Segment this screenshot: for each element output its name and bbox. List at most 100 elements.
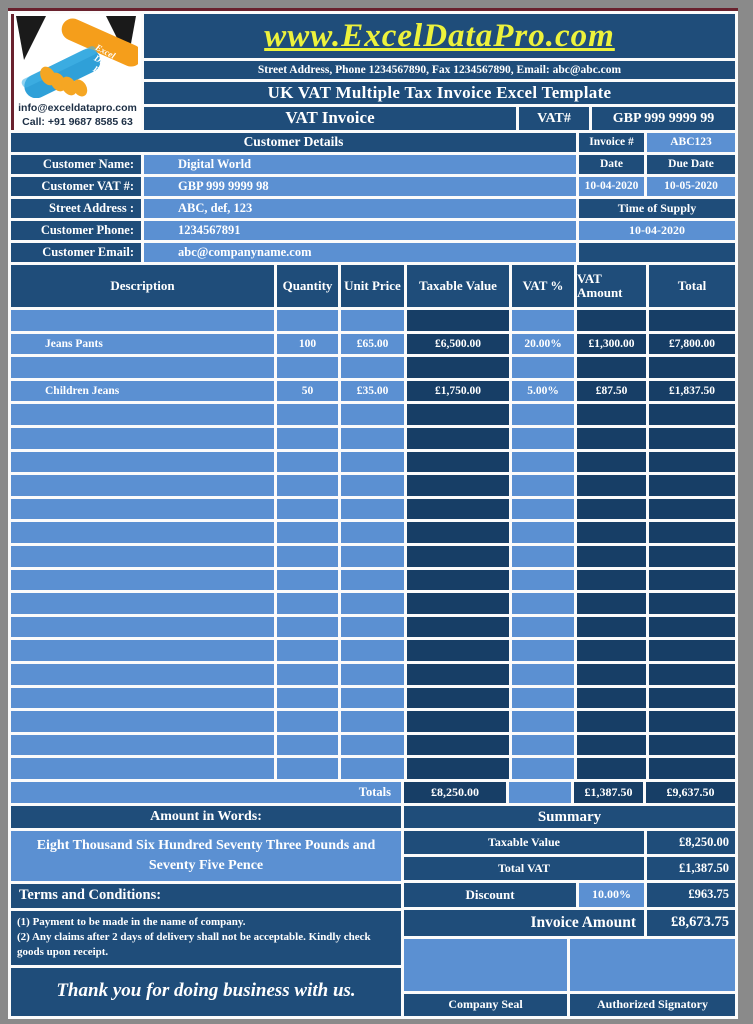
- cell-quantity[interactable]: [277, 687, 338, 709]
- cell-taxable-value[interactable]: [407, 357, 509, 378]
- cell-vat-amount[interactable]: [577, 616, 646, 638]
- cell-vat-amount[interactable]: [577, 663, 646, 685]
- cell-total[interactable]: [649, 310, 735, 331]
- cell-description[interactable]: [11, 640, 274, 661]
- cell-vat-pct[interactable]: [512, 734, 574, 756]
- cell-description[interactable]: Jeans Pants: [11, 333, 274, 355]
- cell-vat-amount[interactable]: [577, 404, 646, 425]
- cell-total[interactable]: £1,837.50: [649, 380, 735, 402]
- cell-total[interactable]: [649, 522, 735, 543]
- cell-vat-amount[interactable]: [577, 687, 646, 709]
- cell-unit-price[interactable]: [341, 427, 404, 449]
- cell-unit-price[interactable]: [341, 498, 404, 520]
- cell-quantity[interactable]: [277, 475, 338, 496]
- cell-taxable-value[interactable]: [407, 545, 509, 567]
- cell-vat-pct[interactable]: [512, 640, 574, 661]
- cell-description[interactable]: [11, 498, 274, 520]
- cell-quantity[interactable]: [277, 640, 338, 661]
- cell-vat-pct[interactable]: [512, 593, 574, 614]
- cell-unit-price[interactable]: [341, 616, 404, 638]
- cell-quantity[interactable]: [277, 498, 338, 520]
- cell-vat-amount[interactable]: [577, 357, 646, 378]
- cell-taxable-value[interactable]: [407, 663, 509, 685]
- cell-description[interactable]: [11, 758, 274, 779]
- cell-description[interactable]: [11, 687, 274, 709]
- cell-vat-amount[interactable]: [577, 593, 646, 614]
- cell-quantity[interactable]: [277, 545, 338, 567]
- cell-unit-price[interactable]: £65.00: [341, 333, 404, 355]
- cell-quantity[interactable]: [277, 663, 338, 685]
- cell-taxable-value[interactable]: [407, 451, 509, 473]
- cell-vat-amount[interactable]: £1,300.00: [577, 333, 646, 355]
- cell-description[interactable]: [11, 663, 274, 685]
- customer-email-value[interactable]: abc@companyname.com: [144, 243, 576, 262]
- cell-vat-amount[interactable]: [577, 758, 646, 779]
- cell-vat-pct[interactable]: [512, 663, 574, 685]
- cell-description[interactable]: [11, 522, 274, 543]
- cell-vat-amount[interactable]: [577, 498, 646, 520]
- cell-total[interactable]: [649, 616, 735, 638]
- cell-vat-pct[interactable]: [512, 569, 574, 591]
- cell-quantity[interactable]: [277, 593, 338, 614]
- customer-phone-value[interactable]: 1234567891: [144, 221, 576, 240]
- cell-unit-price[interactable]: [341, 404, 404, 425]
- cell-vat-amount[interactable]: [577, 711, 646, 732]
- cell-quantity[interactable]: [277, 522, 338, 543]
- cell-unit-price[interactable]: [341, 357, 404, 378]
- cell-vat-pct[interactable]: [512, 310, 574, 331]
- cell-taxable-value[interactable]: [407, 616, 509, 638]
- cell-description[interactable]: [11, 711, 274, 732]
- cell-vat-amount[interactable]: [577, 522, 646, 543]
- cell-taxable-value[interactable]: [407, 758, 509, 779]
- cell-taxable-value[interactable]: [407, 734, 509, 756]
- cell-unit-price[interactable]: [341, 545, 404, 567]
- cell-description[interactable]: Children Jeans: [11, 380, 274, 402]
- cell-taxable-value[interactable]: [407, 404, 509, 425]
- website-link[interactable]: www.ExcelDataPro.com: [264, 17, 615, 54]
- cell-vat-pct[interactable]: [512, 758, 574, 779]
- cell-taxable-value[interactable]: £6,500.00: [407, 333, 509, 355]
- cell-total[interactable]: [649, 640, 735, 661]
- cell-taxable-value[interactable]: [407, 498, 509, 520]
- cell-total[interactable]: [649, 498, 735, 520]
- cell-total[interactable]: [649, 758, 735, 779]
- cell-unit-price[interactable]: [341, 310, 404, 331]
- cell-taxable-value[interactable]: [407, 522, 509, 543]
- discount-percent[interactable]: 10.00%: [579, 882, 644, 907]
- cell-total[interactable]: [649, 427, 735, 449]
- cell-quantity[interactable]: [277, 427, 338, 449]
- cell-unit-price[interactable]: [341, 640, 404, 661]
- cell-unit-price[interactable]: £35.00: [341, 380, 404, 402]
- cell-description[interactable]: [11, 404, 274, 425]
- cell-vat-amount[interactable]: [577, 310, 646, 331]
- cell-taxable-value[interactable]: [407, 310, 509, 331]
- cell-description[interactable]: [11, 545, 274, 567]
- cell-unit-price[interactable]: [341, 734, 404, 756]
- cell-description[interactable]: [11, 734, 274, 756]
- cell-description[interactable]: [11, 569, 274, 591]
- cell-quantity[interactable]: 100: [277, 333, 338, 355]
- cell-total[interactable]: [649, 569, 735, 591]
- cell-quantity[interactable]: [277, 569, 338, 591]
- cell-quantity[interactable]: [277, 357, 338, 378]
- cell-quantity[interactable]: [277, 758, 338, 779]
- cell-taxable-value[interactable]: [407, 711, 509, 732]
- cell-description[interactable]: [11, 451, 274, 473]
- cell-taxable-value[interactable]: [407, 569, 509, 591]
- cell-total[interactable]: [649, 404, 735, 425]
- cell-description[interactable]: [11, 310, 274, 331]
- vat-number[interactable]: GBP 999 9999 99: [592, 107, 735, 130]
- cell-vat-amount[interactable]: [577, 734, 646, 756]
- cell-vat-pct[interactable]: [512, 427, 574, 449]
- cell-taxable-value[interactable]: [407, 687, 509, 709]
- customer-vat-value[interactable]: GBP 999 9999 98: [144, 177, 576, 196]
- cell-taxable-value[interactable]: [407, 640, 509, 661]
- cell-vat-amount[interactable]: [577, 475, 646, 496]
- cell-vat-pct[interactable]: [512, 451, 574, 473]
- cell-quantity[interactable]: [277, 404, 338, 425]
- cell-vat-pct[interactable]: [512, 545, 574, 567]
- cell-total[interactable]: [649, 545, 735, 567]
- cell-total[interactable]: [649, 357, 735, 378]
- cell-vat-pct[interactable]: [512, 711, 574, 732]
- cell-taxable-value[interactable]: £1,750.00: [407, 380, 509, 402]
